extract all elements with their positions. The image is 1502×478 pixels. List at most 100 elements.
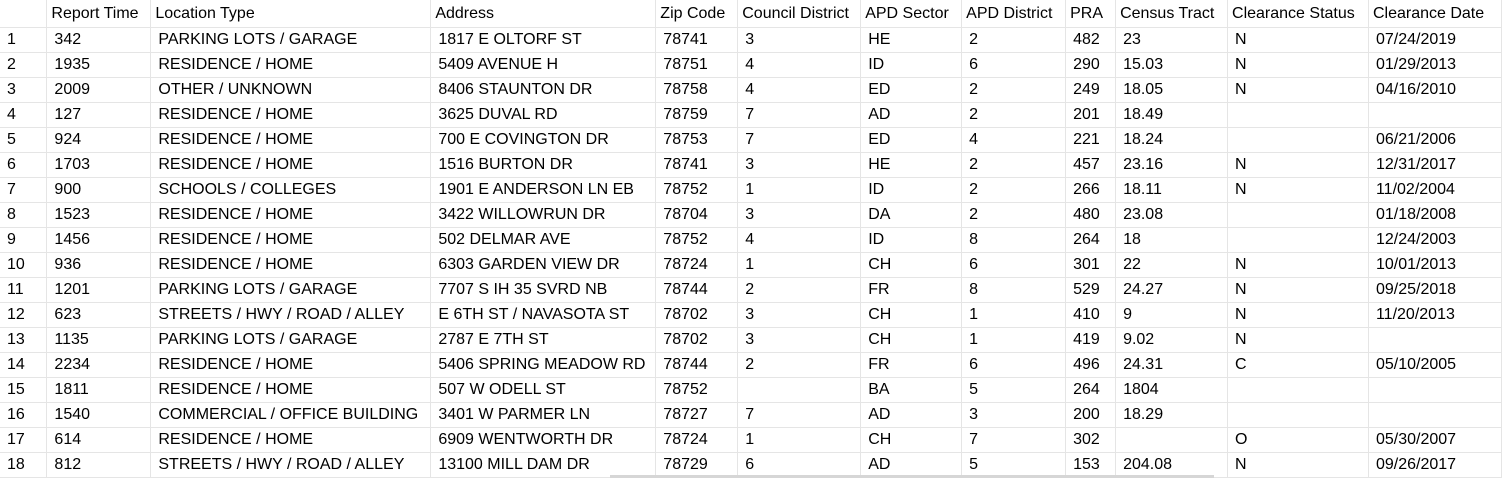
cell-clearance-date[interactable]: 09/25/2018 bbox=[1368, 277, 1502, 303]
cell-clearance-date[interactable]: 12/24/2003 bbox=[1368, 227, 1502, 253]
cell-report-time[interactable]: 614 bbox=[46, 427, 152, 453]
column-header-apd-sector[interactable]: APD Sector bbox=[860, 0, 963, 28]
cell-clearance-date[interactable]: 09/26/2017 bbox=[1368, 452, 1502, 478]
cell-zip-code[interactable]: 78753 bbox=[655, 127, 739, 153]
cell-council-district[interactable]: 7 bbox=[737, 102, 862, 128]
cell-address[interactable]: 1516 BURTON DR bbox=[430, 152, 657, 178]
cell-census-tract[interactable]: 24.31 bbox=[1115, 352, 1229, 378]
cell-apd-district[interactable]: 2 bbox=[961, 102, 1067, 128]
cell-report-time[interactable]: 936 bbox=[46, 252, 152, 278]
cell-council-district[interactable]: 3 bbox=[737, 327, 862, 353]
row-number-cell[interactable]: 9 bbox=[0, 227, 48, 253]
table-row[interactable]: 5 924 RESIDENCE / HOME 700 E COVINGTON DR 78… bbox=[0, 127, 1502, 153]
row-number-cell[interactable]: 3 bbox=[0, 77, 48, 103]
cell-zip-code[interactable]: 78752 bbox=[655, 227, 739, 253]
cell-location-type[interactable]: STREETS / HWY / ROAD / ALLEY bbox=[150, 452, 432, 478]
cell-pra[interactable]: 482 bbox=[1065, 27, 1117, 53]
cell-zip-code[interactable]: 78752 bbox=[655, 177, 739, 203]
row-number-cell[interactable]: 12 bbox=[0, 302, 48, 328]
cell-clearance-status[interactable]: N bbox=[1227, 252, 1369, 278]
cell-location-type[interactable]: RESIDENCE / HOME bbox=[150, 202, 432, 228]
cell-zip-code[interactable]: 78751 bbox=[655, 52, 739, 78]
cell-location-type[interactable]: RESIDENCE / HOME bbox=[150, 252, 432, 278]
column-header-clearance-status[interactable]: Clearance Status bbox=[1227, 0, 1369, 28]
cell-clearance-status[interactable]: N bbox=[1227, 452, 1369, 478]
cell-council-district[interactable]: 7 bbox=[737, 402, 862, 428]
cell-clearance-status[interactable] bbox=[1227, 127, 1369, 153]
cell-address[interactable]: 5409 AVENUE H bbox=[430, 52, 657, 78]
cell-clearance-date[interactable]: 06/21/2006 bbox=[1368, 127, 1502, 153]
table-row[interactable]: 16 1540 COMMERCIAL / OFFICE BUILDING 3401 W… bbox=[0, 402, 1502, 428]
cell-address[interactable]: 7707 S IH 35 SVRD NB bbox=[430, 277, 657, 303]
cell-report-time[interactable]: 1703 bbox=[46, 152, 152, 178]
cell-report-time[interactable]: 1935 bbox=[46, 52, 152, 78]
cell-report-time[interactable]: 1201 bbox=[46, 277, 152, 303]
cell-census-tract[interactable]: 15.03 bbox=[1115, 52, 1229, 78]
cell-address[interactable]: 3625 DUVAL RD bbox=[430, 102, 657, 128]
cell-pra[interactable]: 457 bbox=[1065, 152, 1117, 178]
table-row[interactable]: 7 900 SCHOOLS / COLLEGES 1901 E ANDERSON LN… bbox=[0, 177, 1502, 203]
cell-clearance-date[interactable]: 10/01/2013 bbox=[1368, 252, 1502, 278]
cell-pra[interactable]: 153 bbox=[1065, 452, 1117, 478]
cell-report-time[interactable]: 623 bbox=[46, 302, 152, 328]
row-number-cell[interactable]: 1 bbox=[0, 27, 48, 53]
cell-council-district[interactable]: 3 bbox=[737, 152, 862, 178]
cell-report-time[interactable]: 812 bbox=[46, 452, 152, 478]
cell-apd-district[interactable]: 6 bbox=[961, 52, 1067, 78]
cell-clearance-status[interactable]: N bbox=[1227, 277, 1369, 303]
cell-clearance-date[interactable]: 07/24/2019 bbox=[1368, 27, 1502, 53]
cell-apd-sector[interactable]: BA bbox=[860, 377, 963, 403]
column-header-apd-district[interactable]: APD District bbox=[961, 0, 1067, 28]
cell-address[interactable]: 3422 WILLOWRUN DR bbox=[430, 202, 657, 228]
cell-clearance-status[interactable]: N bbox=[1227, 177, 1369, 203]
cell-zip-code[interactable]: 78741 bbox=[655, 27, 739, 53]
cell-apd-sector[interactable]: ID bbox=[860, 52, 963, 78]
cell-clearance-date[interactable]: 01/18/2008 bbox=[1368, 202, 1502, 228]
cell-clearance-status[interactable]: N bbox=[1227, 77, 1369, 103]
cell-zip-code[interactable]: 78758 bbox=[655, 77, 739, 103]
table-row[interactable]: 2 1935 RESIDENCE / HOME 5409 AVENUE H 78751 4… bbox=[0, 52, 1502, 78]
cell-census-tract[interactable]: 23.16 bbox=[1115, 152, 1229, 178]
cell-council-district[interactable]: 6 bbox=[737, 452, 862, 478]
cell-zip-code[interactable]: 78741 bbox=[655, 152, 739, 178]
cell-report-time[interactable]: 1811 bbox=[46, 377, 152, 403]
cell-clearance-date[interactable] bbox=[1368, 377, 1502, 403]
cell-apd-district[interactable]: 4 bbox=[961, 127, 1067, 153]
cell-apd-sector[interactable]: ED bbox=[860, 77, 963, 103]
cell-pra[interactable]: 419 bbox=[1065, 327, 1117, 353]
cell-location-type[interactable]: RESIDENCE / HOME bbox=[150, 52, 432, 78]
cell-apd-sector[interactable]: AD bbox=[860, 452, 963, 478]
cell-location-type[interactable]: OTHER / UNKNOWN bbox=[150, 77, 432, 103]
cell-zip-code[interactable]: 78727 bbox=[655, 402, 739, 428]
row-number-cell[interactable]: 14 bbox=[0, 352, 48, 378]
cell-clearance-status[interactable]: O bbox=[1227, 427, 1369, 453]
cell-location-type[interactable]: PARKING LOTS / GARAGE bbox=[150, 327, 432, 353]
cell-clearance-status[interactable] bbox=[1227, 227, 1369, 253]
cell-address[interactable]: 507 W ODELL ST bbox=[430, 377, 657, 403]
cell-council-district[interactable]: 3 bbox=[737, 202, 862, 228]
cell-apd-sector[interactable]: FR bbox=[860, 277, 963, 303]
cell-address[interactable]: E 6TH ST / NAVASOTA ST bbox=[430, 302, 657, 328]
column-header-council-district[interactable]: Council District bbox=[737, 0, 862, 28]
cell-clearance-status[interactable] bbox=[1227, 202, 1369, 228]
cell-address[interactable]: 700 E COVINGTON DR bbox=[430, 127, 657, 153]
column-header-address[interactable]: Address bbox=[430, 0, 657, 28]
cell-address[interactable]: 1901 E ANDERSON LN EB bbox=[430, 177, 657, 203]
column-header-census-tract[interactable]: Census Tract bbox=[1115, 0, 1229, 28]
cell-census-tract[interactable]: 9 bbox=[1115, 302, 1229, 328]
row-number-cell[interactable]: 13 bbox=[0, 327, 48, 353]
cell-pra[interactable]: 264 bbox=[1065, 377, 1117, 403]
table-row[interactable]: 18 812 STREETS / HWY / ROAD / ALLEY 13100 M… bbox=[0, 452, 1502, 478]
cell-address[interactable]: 13100 MILL DAM DR bbox=[430, 452, 657, 478]
cell-apd-sector[interactable]: CH bbox=[860, 302, 963, 328]
cell-report-time[interactable]: 1456 bbox=[46, 227, 152, 253]
cell-report-time[interactable]: 2234 bbox=[46, 352, 152, 378]
cell-council-district[interactable]: 1 bbox=[737, 252, 862, 278]
cell-zip-code[interactable]: 78702 bbox=[655, 302, 739, 328]
cell-apd-district[interactable]: 8 bbox=[961, 227, 1067, 253]
cell-address[interactable]: 1817 E OLTORF ST bbox=[430, 27, 657, 53]
cell-location-type[interactable]: SCHOOLS / COLLEGES bbox=[150, 177, 432, 203]
table-row[interactable]: 17 614 RESIDENCE / HOME 6909 WENTWORTH DR 78… bbox=[0, 427, 1502, 453]
cell-apd-district[interactable]: 5 bbox=[961, 377, 1067, 403]
table-row[interactable]: 9 1456 RESIDENCE / HOME 502 DELMAR AVE 78752… bbox=[0, 227, 1502, 253]
